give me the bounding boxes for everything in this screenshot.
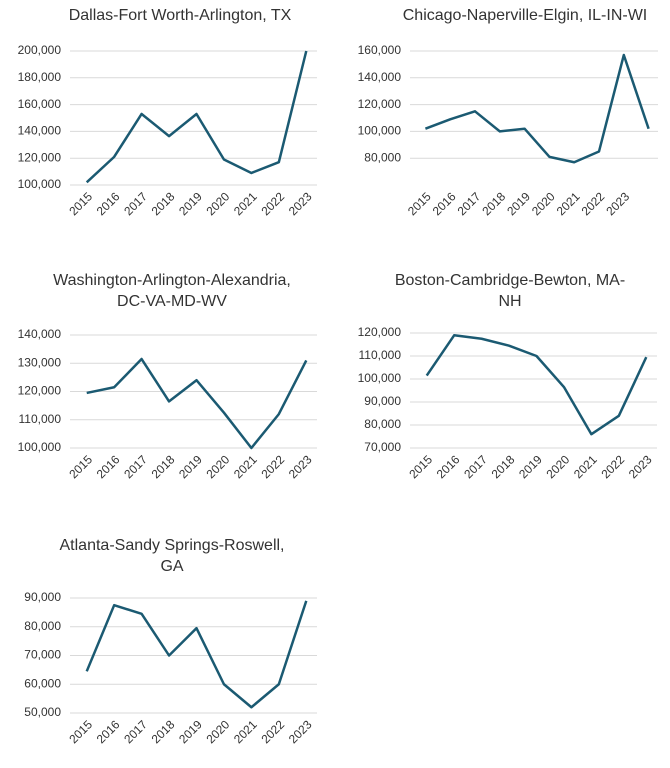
x-tick-label: 2017 <box>461 452 490 481</box>
x-tick-label: 2020 <box>204 452 233 481</box>
y-tick-label: 70,000 <box>24 648 61 662</box>
x-tick-label: 2022 <box>258 189 287 218</box>
x-tick-label: 2022 <box>579 189 608 218</box>
y-tick-label: 120,000 <box>18 384 62 398</box>
x-tick-label: 2019 <box>516 452 545 481</box>
y-tick-label: 100,000 <box>18 440 62 454</box>
y-tick-label: 110,000 <box>359 348 402 362</box>
x-tick-label: 2016 <box>94 452 123 481</box>
x-tick-label: 2016 <box>430 189 459 218</box>
chart-title: NH <box>498 293 521 310</box>
y-tick-label: 180,000 <box>18 70 62 84</box>
x-tick-label: 2015 <box>406 452 435 481</box>
y-tick-label: 50,000 <box>24 705 61 719</box>
series-line <box>85 600 308 709</box>
x-tick-label: 2023 <box>286 189 315 218</box>
y-tick-label: 120,000 <box>358 97 402 111</box>
y-tick-label: 130,000 <box>18 355 62 369</box>
x-tick-label: 2023 <box>603 189 632 218</box>
x-tick-label: 2016 <box>94 189 123 218</box>
x-tick-label: 2017 <box>121 717 150 746</box>
x-tick-label: 2019 <box>504 189 533 218</box>
series-line <box>86 357 308 450</box>
chart-panel: Washington-Arlington-Alexandria, DC-VA-MD… <box>18 272 317 481</box>
y-tick-label: 70,000 <box>364 440 401 454</box>
x-tick-label: 2018 <box>479 189 508 218</box>
chart-title: GA <box>160 558 183 575</box>
x-tick-label: 2018 <box>149 452 178 481</box>
x-tick-label: 2019 <box>176 189 205 218</box>
chart-title: Chicago-Naperville-Elgin, IL-IN-WI <box>403 7 648 24</box>
x-tick-label: 2019 <box>176 717 205 746</box>
y-tick-label: 120,000 <box>18 150 62 164</box>
chart-panel: Boston-Cambridge-Bewton, MA- NH 70,000 80,0… <box>358 272 657 481</box>
chart-title: Boston-Cambridge-Bewton, MA- <box>395 272 625 289</box>
x-tick-label: 2021 <box>231 189 260 218</box>
x-tick-label: 2018 <box>149 189 178 218</box>
x-tick-label: 2022 <box>258 452 287 481</box>
x-tick-label: 2019 <box>176 452 205 481</box>
y-tick-label: 140,000 <box>18 327 62 341</box>
x-tick-label: 2017 <box>121 189 150 218</box>
y-tick-label: 100,000 <box>358 124 402 138</box>
y-tick-label: 80,000 <box>364 150 401 164</box>
x-tick-label: 2021 <box>231 717 260 746</box>
x-tick-label: 2016 <box>434 452 463 481</box>
x-tick-label: 2021 <box>571 452 600 481</box>
y-tick-label: 110,000 <box>19 412 62 426</box>
x-tick-label: 2020 <box>529 189 558 218</box>
y-tick-label: 100,000 <box>358 371 402 385</box>
x-tick-label: 2016 <box>94 717 123 746</box>
y-tick-label: 120,000 <box>358 325 402 339</box>
y-tick-label: 140,000 <box>18 124 62 138</box>
y-tick-label: 80,000 <box>24 619 61 633</box>
series-line <box>425 334 648 436</box>
x-tick-label: 2023 <box>286 452 315 481</box>
x-tick-label: 2020 <box>544 452 573 481</box>
series-line <box>85 50 308 184</box>
x-tick-label: 2015 <box>66 452 95 481</box>
chart-title: DC-VA-MD-WV <box>117 293 227 310</box>
chart-panel: Chicago-Naperville-Elgin, IL-IN-WI 80,000… <box>358 7 658 218</box>
x-tick-label: 2018 <box>149 717 178 746</box>
x-tick-label: 2017 <box>121 452 150 481</box>
chart-panel: Dallas-Fort Worth-Arlington, TX 100,000 12… <box>18 7 317 218</box>
x-tick-label: 2022 <box>258 717 287 746</box>
x-tick-label: 2015 <box>405 189 434 218</box>
y-tick-label: 140,000 <box>358 70 402 84</box>
y-tick-label: 160,000 <box>358 43 402 57</box>
y-tick-label: 90,000 <box>24 590 61 604</box>
y-tick-label: 200,000 <box>18 43 62 57</box>
chart-title: Atlanta-Sandy Springs-Roswell, <box>60 537 285 554</box>
x-tick-label: 2022 <box>598 452 627 481</box>
y-tick-label: 80,000 <box>364 417 401 431</box>
x-tick-label: 2020 <box>204 717 233 746</box>
y-tick-label: 90,000 <box>364 394 401 408</box>
chart-title: Washington-Arlington-Alexandria, <box>53 272 291 289</box>
x-tick-label: 2021 <box>231 452 260 481</box>
x-tick-label: 2015 <box>66 717 95 746</box>
x-tick-label: 2020 <box>204 189 233 218</box>
y-tick-label: 160,000 <box>18 97 62 111</box>
x-tick-label: 2023 <box>626 452 655 481</box>
chart-panel: Atlanta-Sandy Springs-Roswell, GA 50,000 60… <box>24 537 317 746</box>
x-tick-label: 2017 <box>455 189 484 218</box>
series-line <box>424 53 650 164</box>
chart-title: Dallas-Fort Worth-Arlington, TX <box>69 7 292 24</box>
y-tick-label: 60,000 <box>24 676 61 690</box>
x-tick-label: 2023 <box>286 717 315 746</box>
x-tick-label: 2015 <box>66 189 95 218</box>
y-tick-label: 100,000 <box>18 177 62 191</box>
x-tick-label: 2018 <box>489 452 518 481</box>
x-tick-label: 2021 <box>554 189 583 218</box>
